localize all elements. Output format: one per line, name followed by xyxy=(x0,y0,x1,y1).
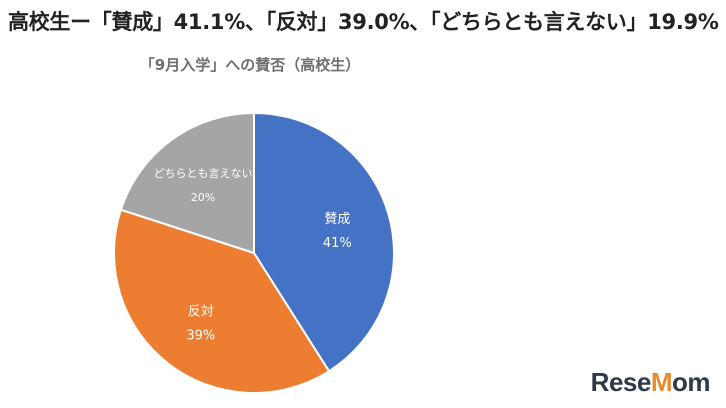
chart-title: 「9月入学」への賛否（高校生） xyxy=(139,56,361,74)
slice-value-2: 20% xyxy=(191,191,215,204)
resemom-logo: ReseMom xyxy=(590,367,711,397)
slice-label-2: どちらとも言えない xyxy=(153,167,252,180)
slice-label-0: 賛成 xyxy=(324,212,350,227)
slice-label-1: 反対 xyxy=(188,305,214,320)
headline: 高校生ー「賛成」41.1%、「反対」39.0%、「どちらとも言えない」19.9% xyxy=(8,10,719,34)
slice-value-0: 41% xyxy=(323,236,352,251)
slice-value-1: 39% xyxy=(186,329,215,344)
pie-slice-1 xyxy=(113,208,331,394)
pie-slice-2 xyxy=(119,111,255,255)
